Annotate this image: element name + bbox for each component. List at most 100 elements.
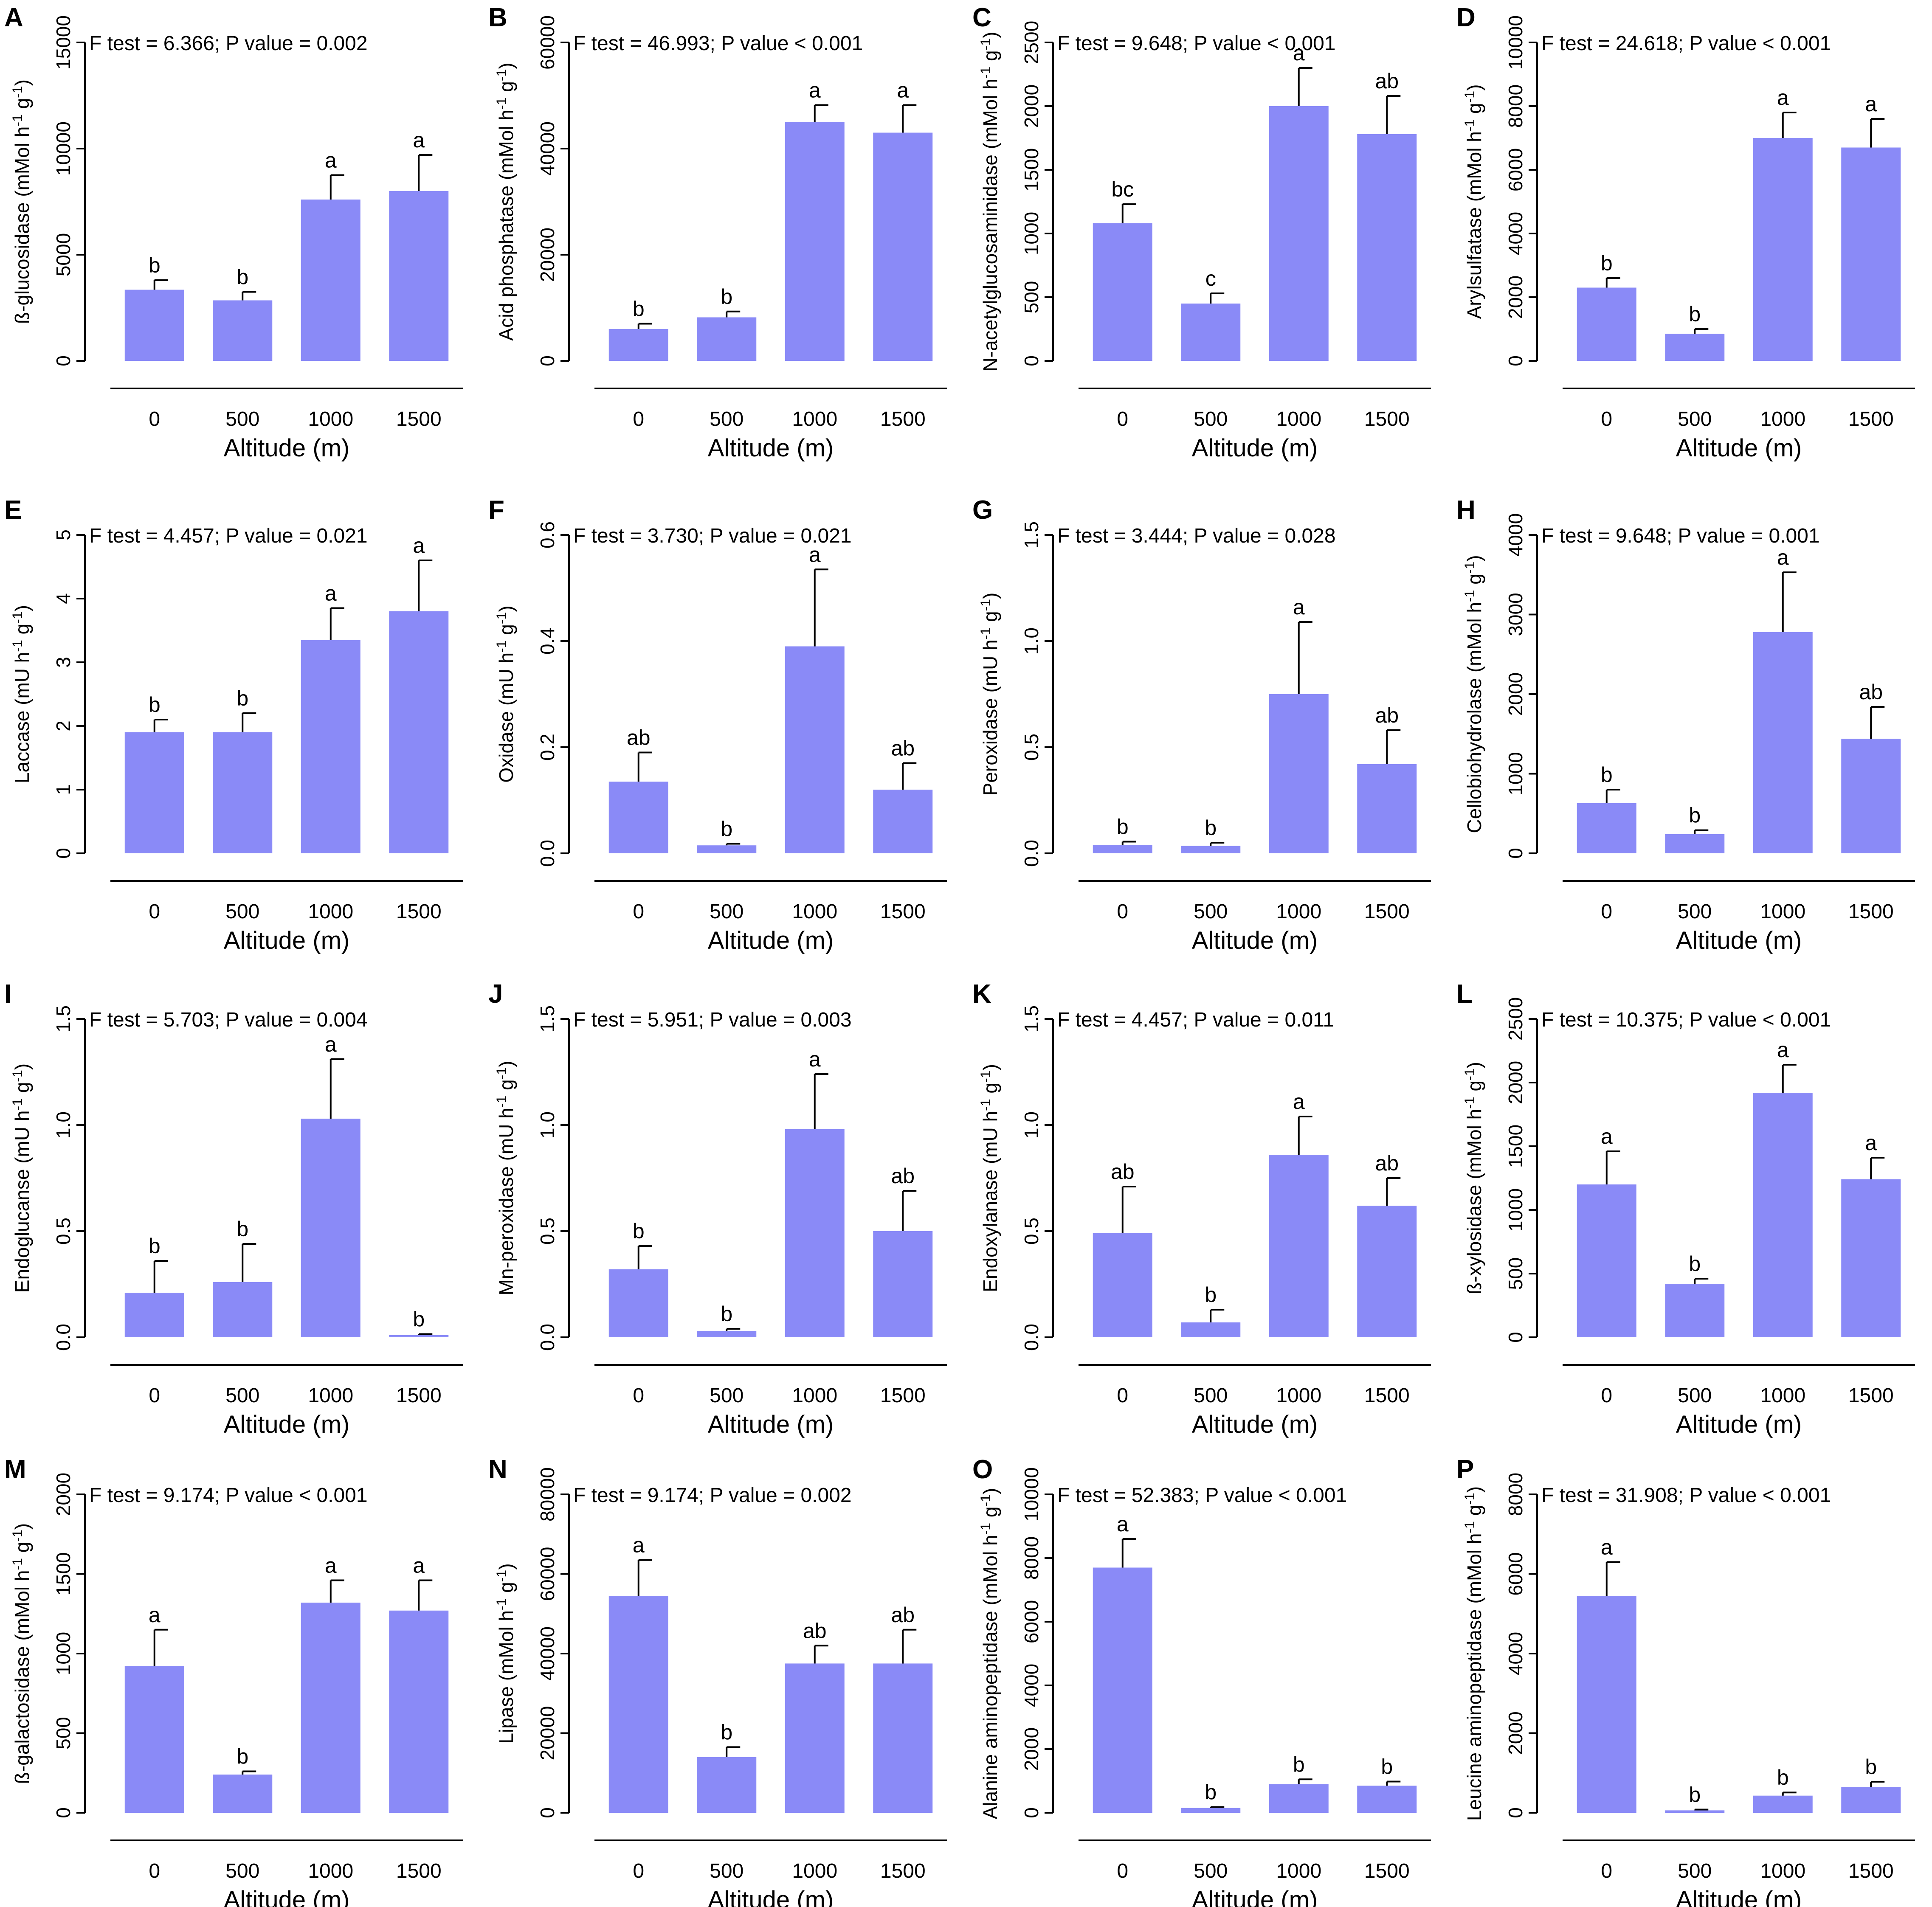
- y-tick-label: 1.5: [1020, 521, 1042, 548]
- y-tick-label: 0: [1504, 355, 1526, 366]
- bar-0: [608, 1269, 668, 1337]
- bar-1000: [1269, 1155, 1329, 1337]
- y-tick-label: 1500: [52, 1552, 74, 1595]
- panel-m: M F test = 9.174; P value < 0.001 0 500 1000…: [4, 1455, 463, 1907]
- x-tick-label: 1000: [1760, 1384, 1805, 1407]
- bar-1000: [1269, 694, 1329, 853]
- x-axis-title: Altitude (m): [224, 1411, 350, 1438]
- x-tick-label: 1500: [1364, 900, 1410, 923]
- significance-letter: a: [633, 1533, 645, 1557]
- panel-l: L F test = 10.375; P value < 0.001 0 500 100…: [1456, 979, 1915, 1438]
- x-tick-label: 0: [1601, 1860, 1612, 1882]
- x-tick-label: 0: [633, 1860, 644, 1882]
- bar-0: [1577, 803, 1636, 853]
- panel-letter: E: [4, 495, 22, 525]
- y-axis-title: ß-xylosidase (mMol h-1 g-1): [1462, 1062, 1485, 1294]
- panel-letter: B: [488, 3, 507, 32]
- panel-j: J F test = 5.951; P value = 0.003 0.0 0.5 1.…: [488, 979, 947, 1438]
- x-tick-label: 500: [1194, 1384, 1228, 1407]
- significance-letter: a: [1777, 86, 1789, 110]
- panel-letter: A: [4, 3, 23, 32]
- y-tick-label: 8000: [1504, 1473, 1526, 1516]
- y-tick-label: 1000: [52, 1632, 74, 1675]
- bar-0: [1093, 223, 1152, 361]
- x-tick-label: 1000: [1276, 1860, 1321, 1882]
- y-tick-label: 0.5: [536, 1218, 558, 1245]
- panel-letter: F: [488, 495, 504, 525]
- stat-text: F test = 10.375; P value < 0.001: [1541, 1009, 1831, 1031]
- y-tick-label: 1000: [1504, 1188, 1526, 1232]
- x-tick-label: 500: [225, 408, 259, 430]
- significance-letter: c: [1205, 267, 1216, 290]
- y-tick-label: 3000: [1504, 593, 1526, 636]
- x-tick-label: 1500: [396, 1860, 442, 1882]
- y-tick-label: 2000: [52, 1473, 74, 1516]
- y-tick-label: 60000: [536, 1547, 558, 1601]
- significance-letter: b: [149, 1234, 161, 1258]
- x-tick-label: 1500: [880, 900, 926, 923]
- y-tick-label: 6000: [1504, 148, 1526, 191]
- bar-500: [213, 300, 273, 361]
- y-axis-title: ß-glucosidase (mMol h-1 g-1): [10, 79, 33, 324]
- y-axis-title: Lipase (mMol h-1 g-1): [494, 1563, 517, 1744]
- bar-1500: [1357, 1786, 1417, 1813]
- significance-letter: a: [413, 1554, 425, 1578]
- significance-letter: a: [809, 79, 821, 102]
- significance-letter: a: [1601, 1125, 1613, 1148]
- x-tick-label: 1000: [1760, 408, 1805, 430]
- bar-1000: [301, 1603, 360, 1813]
- bar-0: [1093, 1567, 1152, 1813]
- y-tick-label: 2500: [1504, 997, 1526, 1041]
- significance-letter: b: [1205, 1283, 1217, 1307]
- significance-letter: ab: [1859, 680, 1883, 704]
- y-axis-title: N-acetylglucosaminidase (mMol h-1 g-1): [978, 32, 1001, 372]
- bar-0: [124, 732, 184, 853]
- y-axis-title: Endoxylanase (mU h-1 g-1): [978, 1064, 1001, 1292]
- x-tick-label: 500: [710, 1384, 744, 1407]
- y-axis-title: Alanine aminopeptidase (mMol h-1 g-1): [978, 1488, 1001, 1820]
- y-tick-label: 0.0: [536, 1324, 558, 1351]
- significance-letter: ab: [627, 726, 651, 750]
- x-tick-label: 1500: [1848, 900, 1894, 923]
- x-axis-title: Altitude (m): [708, 434, 834, 462]
- bar-0: [124, 1666, 184, 1813]
- x-axis-title: Altitude (m): [708, 1886, 834, 1907]
- panel-g: G F test = 3.444; P value = 0.028 0.0 0.5 1.…: [972, 495, 1431, 954]
- x-tick-label: 500: [1678, 900, 1712, 923]
- y-tick-label: 1.0: [536, 1111, 558, 1139]
- x-tick-label: 0: [633, 900, 644, 923]
- bar-1000: [301, 200, 360, 361]
- significance-letter: b: [1865, 1755, 1877, 1779]
- bar-0: [1093, 845, 1152, 853]
- significance-letter: a: [809, 1047, 821, 1071]
- bar-500: [213, 732, 273, 853]
- bar-500: [213, 1775, 273, 1813]
- bar-1000: [1753, 632, 1813, 853]
- x-axis-title: Altitude (m): [1676, 1886, 1802, 1907]
- x-tick-label: 0: [1601, 1384, 1612, 1407]
- y-tick-label: 0: [52, 1807, 74, 1818]
- y-tick-label: 0.0: [1020, 840, 1042, 867]
- significance-letter: b: [149, 253, 161, 277]
- significance-letter: b: [633, 297, 645, 321]
- panel-letter: O: [972, 1455, 993, 1484]
- x-tick-label: 500: [1678, 1384, 1712, 1407]
- x-tick-label: 0: [149, 408, 160, 430]
- significance-letter: b: [1205, 816, 1217, 840]
- x-tick-label: 1000: [308, 900, 353, 923]
- significance-letter: b: [1601, 763, 1613, 787]
- x-tick-label: 1000: [792, 900, 837, 923]
- x-tick-label: 500: [1678, 408, 1712, 430]
- y-tick-label: 1.5: [1020, 1005, 1042, 1032]
- y-tick-label: 4000: [1504, 513, 1526, 557]
- stat-text: F test = 6.366; P value = 0.002: [89, 32, 368, 55]
- x-tick-label: 1500: [1848, 1860, 1894, 1882]
- bar-1500: [389, 191, 449, 361]
- y-axis-title: Leucine aminopeptidase (mMol h-1 g-1): [1462, 1486, 1485, 1821]
- significance-letter: ab: [1375, 703, 1399, 727]
- y-tick-label: 1.0: [52, 1111, 74, 1139]
- y-tick-label: 8000: [1020, 1536, 1042, 1580]
- significance-letter: b: [1689, 1783, 1701, 1807]
- significance-letter: a: [1601, 1535, 1613, 1559]
- bar-1500: [1841, 1787, 1901, 1813]
